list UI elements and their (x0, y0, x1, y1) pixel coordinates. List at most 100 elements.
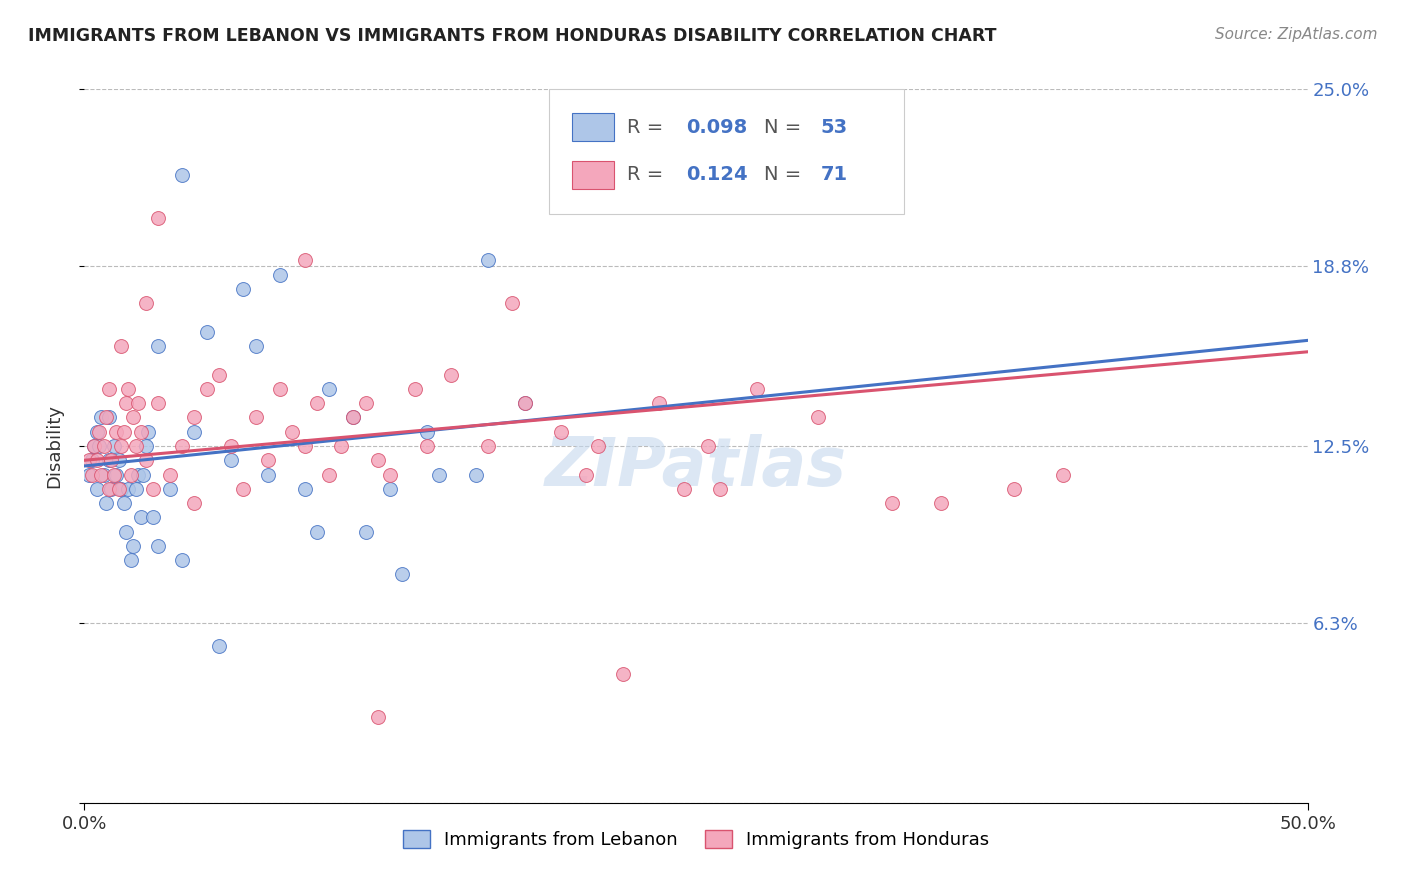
Point (125, 439, 148, 453)
Point (77, 453, 100, 467)
Point (96, 410, 118, 425)
Point (105, 425, 128, 439)
Point (103, 439, 125, 453)
Point (90, 410, 112, 425)
Point (294, 253, 316, 268)
Point (342, 410, 364, 425)
Point (342, 410, 364, 425)
Point (129, 425, 152, 439)
Point (112, 496, 135, 510)
Point (127, 396, 149, 410)
Point (127, 467, 149, 482)
Point (103, 467, 125, 482)
Point (305, 524, 328, 539)
Point (281, 425, 304, 439)
Point (697, 439, 720, 453)
FancyBboxPatch shape (550, 89, 904, 214)
Point (100, 453, 122, 467)
Point (80, 453, 103, 467)
Point (477, 439, 499, 453)
Point (115, 396, 138, 410)
Point (86, 482, 108, 496)
Point (93, 439, 115, 453)
Point (136, 425, 159, 439)
Point (146, 211, 169, 225)
Point (117, 482, 139, 496)
Point (575, 467, 598, 482)
Point (929, 496, 952, 510)
Text: 53: 53 (821, 118, 848, 136)
Point (115, 524, 138, 539)
Point (110, 439, 132, 453)
Point (146, 339, 169, 353)
Point (513, 396, 536, 410)
Point (269, 268, 291, 282)
Point (146, 396, 169, 410)
Text: 71: 71 (821, 165, 848, 185)
Point (219, 439, 242, 453)
Point (159, 467, 181, 482)
Point (87, 439, 110, 453)
Point (195, 382, 218, 396)
Text: ZIPatlas: ZIPatlas (546, 434, 846, 500)
Point (195, 325, 218, 339)
Point (97, 453, 120, 467)
Point (440, 368, 463, 382)
Text: 0.098: 0.098 (686, 118, 748, 136)
Point (97, 382, 120, 396)
Point (672, 482, 695, 496)
Point (83, 439, 105, 453)
Point (232, 282, 254, 296)
Point (880, 496, 903, 510)
Point (427, 467, 450, 482)
Point (367, 453, 389, 467)
Point (257, 467, 280, 482)
Point (245, 410, 267, 425)
Point (96, 496, 118, 510)
Point (97, 410, 120, 425)
Text: N =: N = (765, 165, 808, 185)
Point (93, 467, 115, 482)
Point (122, 539, 145, 553)
Point (110, 482, 132, 496)
Point (219, 453, 242, 467)
Point (80, 467, 103, 482)
Point (1052, 467, 1074, 482)
Point (367, 710, 389, 724)
Point (172, 553, 194, 567)
Point (232, 482, 254, 496)
Point (477, 253, 499, 268)
Point (142, 482, 165, 496)
Point (86, 425, 108, 439)
Point (380, 467, 402, 482)
Point (709, 482, 731, 496)
Point (107, 453, 129, 467)
Point (513, 396, 536, 410)
Point (1002, 482, 1025, 496)
Point (612, 667, 634, 681)
Y-axis label: Disability: Disability (45, 404, 63, 488)
Point (354, 396, 377, 410)
Point (97, 482, 120, 496)
Point (117, 382, 139, 396)
Point (648, 396, 671, 410)
Point (380, 482, 402, 496)
Point (747, 382, 769, 396)
Point (107, 482, 129, 496)
Point (87, 425, 110, 439)
Point (172, 168, 194, 182)
Point (208, 368, 231, 382)
Point (354, 524, 377, 539)
Point (183, 410, 205, 425)
Point (83, 439, 105, 453)
Point (257, 453, 280, 467)
Point (120, 467, 142, 482)
Text: N =: N = (765, 118, 808, 136)
Point (464, 467, 486, 482)
Point (318, 382, 340, 396)
Point (100, 482, 122, 496)
Point (90, 467, 112, 482)
Text: Source: ZipAtlas.com: Source: ZipAtlas.com (1215, 27, 1378, 42)
Point (391, 567, 413, 582)
Point (129, 510, 152, 524)
